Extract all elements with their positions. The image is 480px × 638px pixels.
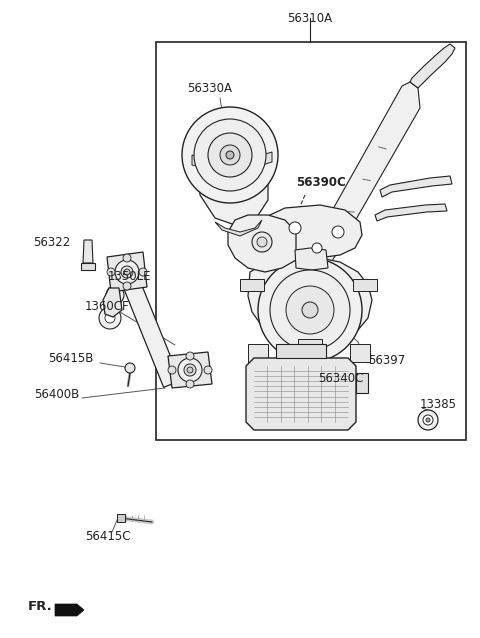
Circle shape [423,415,433,425]
Circle shape [226,151,234,159]
Ellipse shape [208,133,252,177]
Polygon shape [107,252,147,292]
Circle shape [302,302,318,318]
Polygon shape [410,44,455,88]
Text: 56415B: 56415B [48,352,94,364]
Text: 13385: 13385 [420,399,457,412]
Text: 56330A: 56330A [188,82,232,94]
Polygon shape [168,352,212,388]
Circle shape [123,254,131,262]
Circle shape [125,363,135,373]
Polygon shape [192,155,205,168]
Circle shape [111,291,119,299]
Circle shape [204,366,212,374]
Polygon shape [81,263,95,270]
Polygon shape [380,176,452,197]
Text: 56390C: 56390C [296,177,346,189]
Ellipse shape [270,270,350,350]
Polygon shape [103,288,122,317]
Circle shape [115,260,139,284]
Polygon shape [353,279,377,291]
Circle shape [106,286,124,304]
Circle shape [168,366,176,374]
Polygon shape [296,82,420,298]
Circle shape [426,418,430,422]
Polygon shape [215,220,262,236]
Polygon shape [262,152,272,165]
Circle shape [178,358,202,382]
Text: 56340C: 56340C [318,371,363,385]
Polygon shape [228,215,296,272]
Polygon shape [268,205,362,258]
Text: 56397: 56397 [368,353,405,366]
Circle shape [99,307,121,329]
Circle shape [105,313,115,323]
Polygon shape [83,240,93,263]
Polygon shape [117,514,125,522]
Bar [276,344,326,358]
Circle shape [107,268,115,276]
Circle shape [289,222,301,234]
Polygon shape [298,339,322,351]
Ellipse shape [258,258,362,362]
Polygon shape [295,248,328,270]
Polygon shape [55,604,84,616]
Polygon shape [240,279,264,291]
Polygon shape [119,269,180,387]
Circle shape [418,410,438,430]
Polygon shape [300,350,320,368]
Circle shape [139,268,147,276]
Polygon shape [248,344,268,362]
Polygon shape [195,153,268,225]
Circle shape [312,243,322,253]
Text: 56415C: 56415C [85,530,131,542]
Circle shape [121,266,133,278]
Circle shape [186,380,194,388]
Bar [356,373,368,393]
Ellipse shape [182,107,278,203]
Circle shape [124,269,130,275]
Text: 56310A: 56310A [288,11,333,24]
Text: 1350LE: 1350LE [108,269,152,283]
Text: FR.: FR. [28,600,53,614]
Bar [156,42,466,440]
Text: 1360CF: 1360CF [85,300,130,313]
Circle shape [257,237,267,247]
Circle shape [252,232,272,252]
Text: 56322: 56322 [34,237,71,249]
Ellipse shape [220,145,240,165]
Polygon shape [350,344,370,362]
Circle shape [186,352,194,360]
Circle shape [184,364,196,376]
Text: 56400B: 56400B [34,389,79,401]
Circle shape [187,367,193,373]
Polygon shape [246,358,356,430]
Ellipse shape [286,286,334,334]
Polygon shape [248,258,372,342]
Ellipse shape [194,119,266,191]
Circle shape [332,226,344,238]
Polygon shape [375,204,447,221]
Circle shape [123,282,131,290]
